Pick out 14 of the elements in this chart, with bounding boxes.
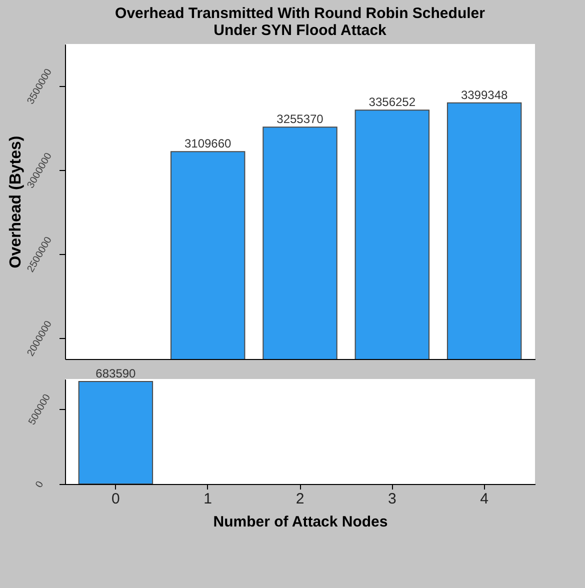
- x-tick-label: 2: [296, 490, 304, 508]
- x-tick-label: 0: [112, 490, 120, 508]
- x-tick-label: 3: [388, 490, 396, 508]
- data-label: 3255370: [276, 112, 324, 126]
- data-label: 3109660: [184, 136, 232, 151]
- data-label: 3399348: [460, 88, 508, 102]
- x-tick-label: 1: [204, 490, 212, 508]
- y-tick-label: 0: [34, 479, 46, 490]
- x-axis-title: Number of Attack Nodes: [213, 514, 388, 530]
- y-axis-title: Overhead (Bytes): [7, 136, 24, 268]
- x-tick-label: 4: [480, 490, 488, 508]
- data-label: 683590: [96, 366, 136, 380]
- data-label: 3356252: [368, 95, 416, 110]
- chart-title: Overhead Transmitted With Round Robin Scheduler Under SYN Flood Attack: [115, 5, 486, 39]
